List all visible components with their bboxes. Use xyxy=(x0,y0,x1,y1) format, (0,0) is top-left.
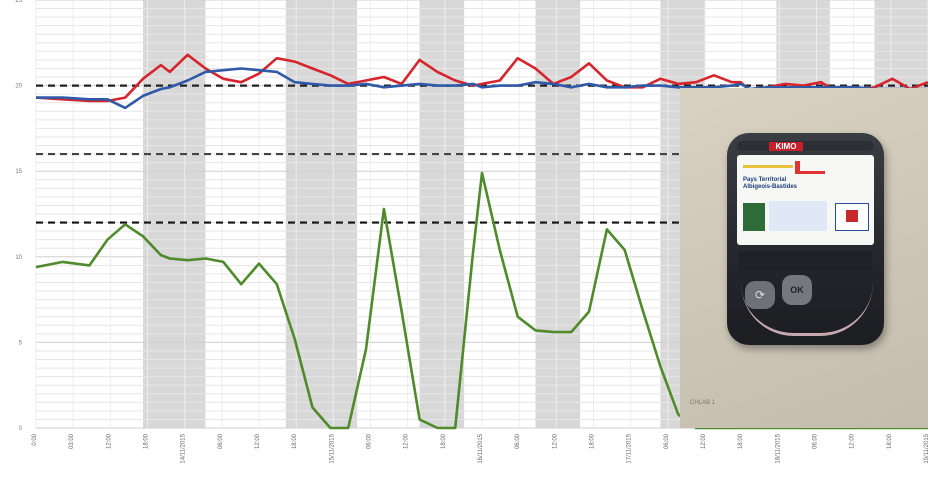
x-tick-label: 18:00 xyxy=(292,433,298,449)
y-tick-label: 10 xyxy=(15,255,22,261)
x-tick-label: 06:00 xyxy=(813,433,819,449)
org-line: Pays Territorial xyxy=(743,177,787,183)
x-tick-label: 12:00 xyxy=(255,433,261,449)
photo-caption: CHLAB 1 xyxy=(690,400,716,406)
org-line: Albigeois-Bastides xyxy=(743,184,798,190)
x-tick-label: 17/11/2015 xyxy=(627,433,633,463)
y-tick-label: 0 xyxy=(19,426,23,432)
x-tick-label: 18:00 xyxy=(738,433,744,449)
sticker-organization: Pays Territorial Albigeois-Bastides xyxy=(743,177,823,191)
x-tick-label: 18:00 xyxy=(441,433,447,449)
x-tick-label: 12:00 xyxy=(404,433,410,449)
series-lines xyxy=(35,53,928,430)
series-line xyxy=(35,171,928,430)
x-tick-label: 14/11/2015 xyxy=(181,433,187,463)
x-tick-label: 0:00 xyxy=(32,433,38,445)
x-axis-ticks: 0:00 03:00 12:00 18:00 14/11/2015 06:00 12:00 1… xyxy=(32,433,928,463)
x-tick-label: 19/11/2015 xyxy=(924,433,928,463)
y-tick-label: 5 xyxy=(19,340,23,346)
y-tick-label: 25 xyxy=(15,0,22,4)
x-tick-label: 06:00 xyxy=(664,433,670,449)
reference-lines xyxy=(36,84,928,224)
x-tick-label: 12:00 xyxy=(552,433,558,449)
sticker-stripe xyxy=(795,171,825,174)
y-tick-label: 15 xyxy=(15,169,22,175)
series-line xyxy=(35,53,928,103)
y-axis-ticks: 0 5 10 15 20 25 xyxy=(15,0,22,432)
brand-logo: KIMO xyxy=(769,142,803,151)
series-line xyxy=(36,67,928,110)
device-swoosh xyxy=(741,283,873,336)
x-tick-label: 15/11/2015 xyxy=(329,433,335,463)
sticker-logo-mark xyxy=(846,210,858,222)
device-photo: KIMO Pays Territorial Albigeois-Bastides… xyxy=(680,88,928,428)
sticker-logo xyxy=(743,203,765,231)
x-tick-label: 12:00 xyxy=(106,433,112,449)
x-tick-label: 18:00 xyxy=(144,433,150,449)
device-top-strip xyxy=(737,141,874,151)
x-tick-label: 03:00 xyxy=(69,433,75,449)
sticker-stripe xyxy=(795,161,800,173)
x-tick-label: 06:00 xyxy=(218,433,224,449)
ok-button: OK xyxy=(782,275,812,305)
device-sticker: Pays Territorial Albigeois-Bastides xyxy=(737,155,874,245)
x-tick-label: 18/11/2015 xyxy=(775,433,781,463)
x-tick-label: 06:00 xyxy=(367,433,373,449)
refresh-icon: ⟳ xyxy=(745,281,775,309)
x-tick-label: 16/11/2015 xyxy=(478,433,484,463)
y-tick-label: 20 xyxy=(15,84,22,90)
x-tick-label: 18:00 xyxy=(887,433,893,449)
data-logger-device: KIMO Pays Territorial Albigeois-Bastides… xyxy=(727,133,884,345)
x-tick-label: 18:00 xyxy=(590,433,596,449)
x-tick-label: 06:00 xyxy=(515,433,521,449)
sticker-logo xyxy=(769,201,827,231)
sticker-stripe xyxy=(743,165,793,168)
device-screen xyxy=(739,251,872,271)
x-tick-label: 12:00 xyxy=(701,433,707,449)
x-tick-label: 12:00 xyxy=(850,433,856,449)
